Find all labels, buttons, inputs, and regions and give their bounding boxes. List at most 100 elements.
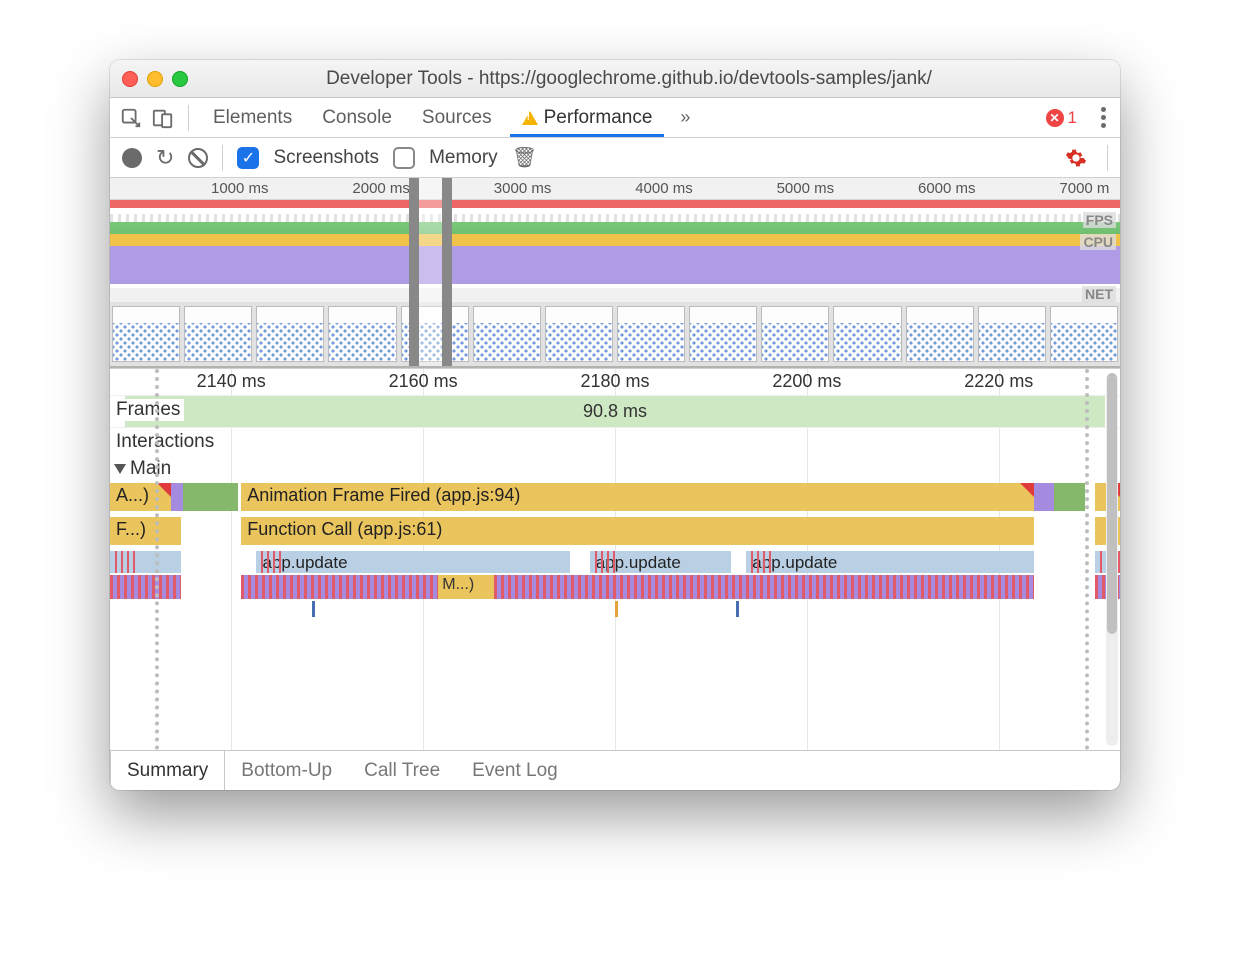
devtools-window: Developer Tools - https://googlechrome.g… xyxy=(110,60,1120,790)
flame-bar[interactable]: app.update xyxy=(590,551,731,573)
summary-tabs: Summary Bottom-Up Call Tree Event Log xyxy=(110,750,1120,790)
screenshot-thumb[interactable] xyxy=(401,306,469,362)
flame-bar[interactable]: A...) xyxy=(110,483,171,511)
detail-ruler: 2140 ms2160 ms2180 ms2200 ms2220 ms xyxy=(110,369,1120,395)
flame-bar[interactable]: M...) xyxy=(438,575,494,599)
flame-microbar[interactable] xyxy=(110,575,181,599)
inspect-icon[interactable] xyxy=(118,105,144,131)
tab-call-tree[interactable]: Call Tree xyxy=(348,751,456,790)
flame-bar[interactable]: app.update xyxy=(746,551,1034,573)
overview-activity-bar xyxy=(110,200,1120,208)
close-icon[interactable] xyxy=(122,71,138,87)
device-icon[interactable] xyxy=(150,105,176,131)
overview-panel[interactable]: 1000 ms 2000 ms 3000 ms 4000 ms 5000 ms 6000 … xyxy=(110,178,1120,368)
screenshot-thumb[interactable] xyxy=(906,306,974,362)
screenshot-thumb[interactable] xyxy=(545,306,613,362)
scrollbar[interactable] xyxy=(1106,373,1118,746)
record-button[interactable] xyxy=(122,148,142,168)
cpu-lane: CPU xyxy=(110,234,1120,284)
net-lane: NET xyxy=(110,288,1120,302)
error-icon: ✕ xyxy=(1046,109,1064,127)
collapse-icon xyxy=(114,464,126,474)
error-badge[interactable]: ✕ 1 xyxy=(1046,108,1077,128)
interactions-row: Interactions xyxy=(110,427,1120,457)
ruler-tick: 2180 ms xyxy=(580,371,649,392)
trash-icon[interactable]: 🗑 xyxy=(512,145,537,170)
kebab-menu-icon[interactable] xyxy=(1095,107,1112,128)
screenshot-thumb[interactable] xyxy=(761,306,829,362)
flame-bar[interactable]: Animation Frame Fired (app.js:94) xyxy=(241,483,1034,511)
perf-toolbar: Screenshots Memory 🗑 xyxy=(110,138,1120,178)
screenshot-thumb[interactable] xyxy=(112,306,180,362)
ruler-tick: 1000 ms xyxy=(211,180,269,197)
separator xyxy=(1107,145,1108,171)
flame-bar[interactable]: Function Call (app.js:61) xyxy=(241,517,1034,545)
ruler-tick: 6000 ms xyxy=(918,180,976,197)
separator xyxy=(188,105,189,131)
frames-row: 90.8 ms Frames xyxy=(110,395,1120,427)
frame-block[interactable]: 90.8 ms xyxy=(125,396,1105,427)
window-title: Developer Tools - https://googlechrome.g… xyxy=(150,68,1108,90)
scrollbar-thumb[interactable] xyxy=(1107,373,1117,634)
ruler-tick: 2140 ms xyxy=(197,371,266,392)
screenshot-thumb[interactable] xyxy=(256,306,324,362)
warning-icon xyxy=(522,111,538,125)
reload-icon[interactable] xyxy=(156,145,174,171)
screenshot-thumb[interactable] xyxy=(833,306,901,362)
tab-bottom-up[interactable]: Bottom-Up xyxy=(225,751,348,790)
screenshots-checkbox[interactable] xyxy=(237,147,259,169)
frame-duration: 90.8 ms xyxy=(583,401,647,422)
interactions-label: Interactions xyxy=(116,431,214,453)
net-label: NET xyxy=(1082,286,1116,302)
flame-bar[interactable] xyxy=(1054,483,1084,511)
settings-gear-icon[interactable] xyxy=(1065,147,1087,169)
overview-ruler: 1000 ms 2000 ms 3000 ms 4000 ms 5000 ms 6000 … xyxy=(110,178,1120,200)
memory-checkbox[interactable] xyxy=(393,147,415,169)
frame-boundary-line xyxy=(1085,369,1089,750)
ruler-tick: 3000 ms xyxy=(494,180,552,197)
flame-bar[interactable]: F...) xyxy=(110,517,181,545)
tick-mark xyxy=(736,601,739,617)
screenshot-thumb[interactable] xyxy=(473,306,541,362)
screenshot-thumb[interactable] xyxy=(689,306,757,362)
flame-bar[interactable] xyxy=(1034,483,1054,511)
flame-bar[interactable]: app.update xyxy=(256,551,569,573)
flame-bar[interactable] xyxy=(110,551,181,573)
flame-row-1: F...) Function Call (app.js:61) xyxy=(110,515,1120,549)
screenshot-thumb[interactable] xyxy=(184,306,252,362)
separator xyxy=(222,145,223,171)
screenshot-thumb[interactable] xyxy=(1050,306,1118,362)
tab-summary[interactable]: Summary xyxy=(110,751,225,790)
ruler-tick: 2000 ms xyxy=(352,180,410,197)
flamechart-panel[interactable]: 2140 ms2160 ms2180 ms2200 ms2220 ms 90.8… xyxy=(110,368,1120,750)
tab-performance[interactable]: Performance xyxy=(510,98,665,137)
ruler-tick: 4000 ms xyxy=(635,180,693,197)
cpu-label: CPU xyxy=(1080,234,1116,250)
tab-sources[interactable]: Sources xyxy=(410,98,504,137)
flame-row-0: A...) Animation Frame Fired (app.js:94) xyxy=(110,481,1120,515)
error-count: 1 xyxy=(1068,108,1077,128)
tab-event-log[interactable]: Event Log xyxy=(456,751,574,790)
screenshot-thumb[interactable] xyxy=(328,306,396,362)
ruler-tick: 2160 ms xyxy=(389,371,458,392)
frames-label: Frames xyxy=(116,399,184,421)
screenshots-label: Screenshots xyxy=(273,147,379,169)
flame-microbar[interactable] xyxy=(241,575,438,599)
ruler-tick: 2200 ms xyxy=(772,371,841,392)
flame-bar[interactable] xyxy=(183,483,239,511)
flame-microbar[interactable] xyxy=(494,575,1034,599)
tabs-overflow-button[interactable]: » xyxy=(670,107,700,128)
tick-mark xyxy=(615,601,618,617)
tab-console[interactable]: Console xyxy=(310,98,404,137)
tab-elements[interactable]: Elements xyxy=(201,98,304,137)
flame-row-ticks xyxy=(110,601,1120,623)
flame-bar[interactable] xyxy=(171,483,183,511)
screenshot-thumb[interactable] xyxy=(978,306,1046,362)
clear-icon[interactable] xyxy=(188,148,208,168)
titlebar: Developer Tools - https://googlechrome.g… xyxy=(110,60,1120,98)
screenshots-strip xyxy=(110,302,1120,366)
memory-label: Memory xyxy=(429,147,498,169)
screenshot-thumb[interactable] xyxy=(617,306,685,362)
main-label: Main xyxy=(130,458,171,480)
ruler-tick: 5000 ms xyxy=(777,180,835,197)
